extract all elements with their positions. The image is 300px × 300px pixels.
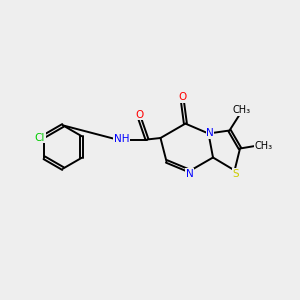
Text: CH₃: CH₃ bbox=[255, 140, 273, 151]
Text: S: S bbox=[233, 169, 239, 179]
Text: NH: NH bbox=[114, 134, 129, 145]
Text: CH₃: CH₃ bbox=[232, 105, 250, 116]
Text: Cl: Cl bbox=[34, 133, 45, 143]
Text: N: N bbox=[206, 128, 214, 139]
Text: N: N bbox=[186, 169, 194, 179]
Text: O: O bbox=[135, 110, 144, 120]
Text: O: O bbox=[178, 92, 187, 103]
